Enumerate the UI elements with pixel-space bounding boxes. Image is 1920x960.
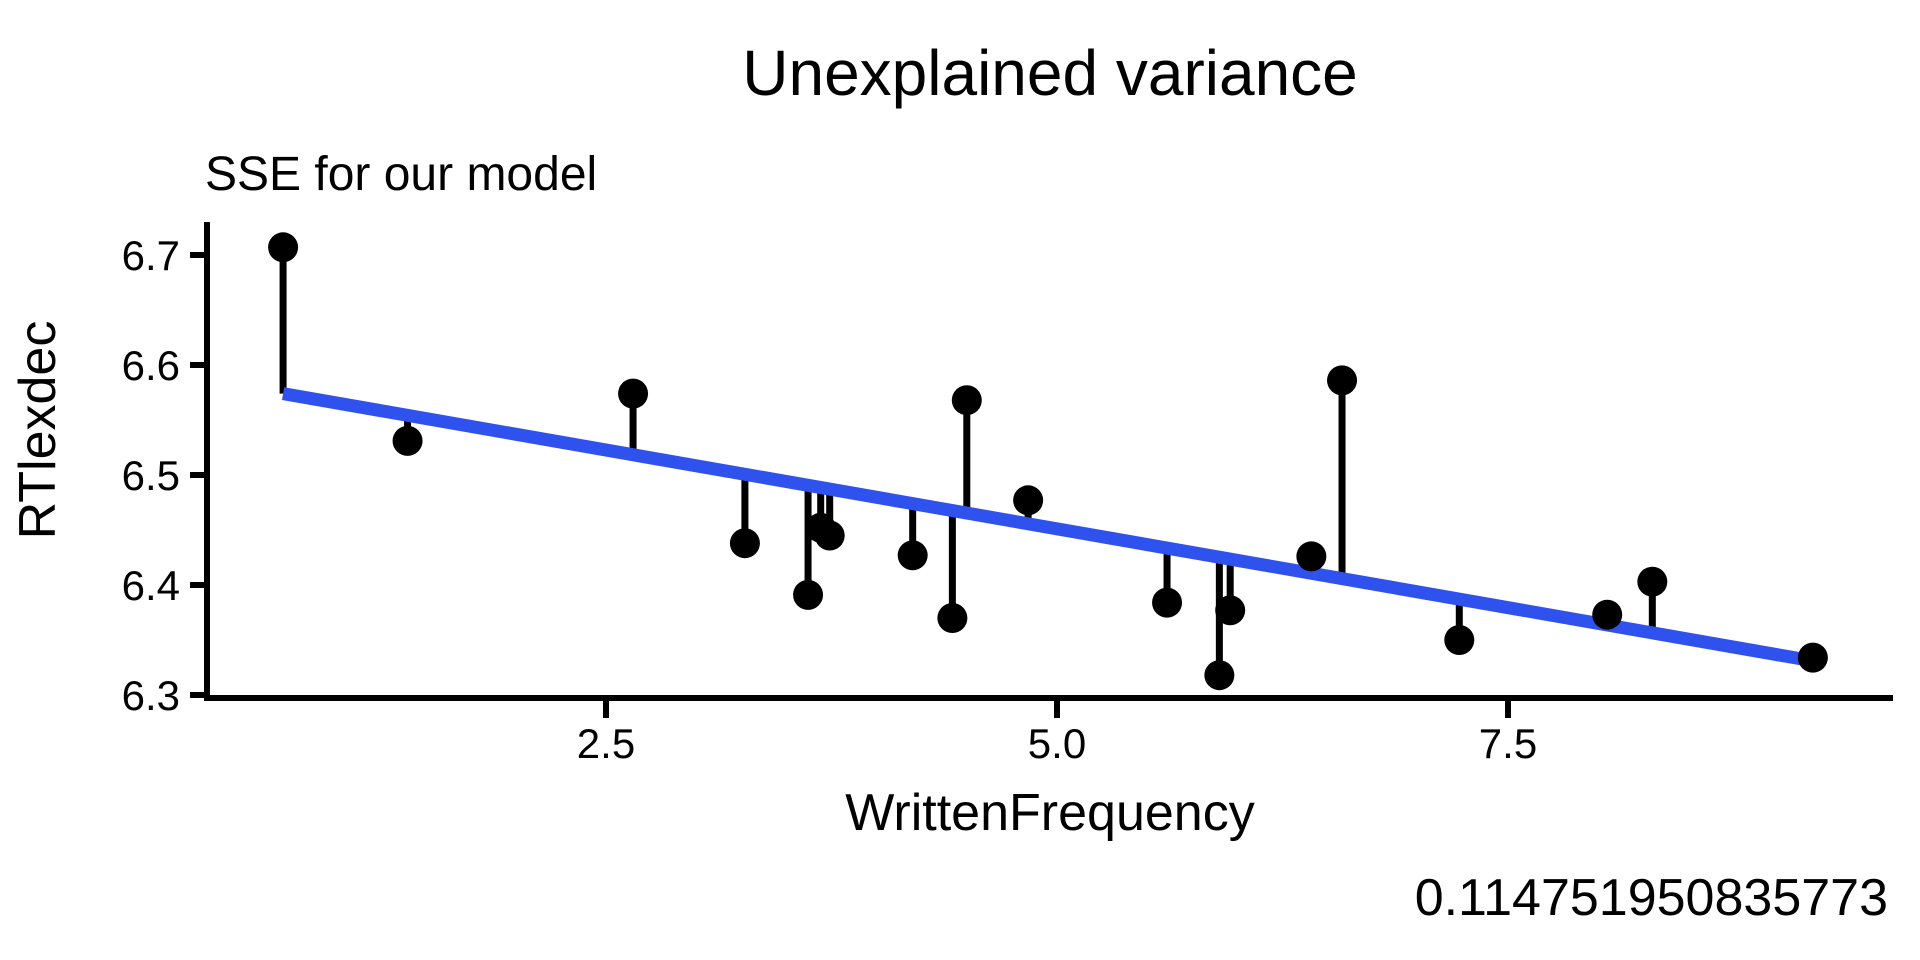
data-point: [1152, 587, 1183, 618]
x-axis-label: WrittenFrequency: [845, 784, 1254, 842]
x-tick-label: 2.5: [577, 720, 635, 767]
data-point: [897, 540, 928, 571]
data-point: [1797, 642, 1828, 673]
plot-title: Unexplained variance: [742, 37, 1358, 109]
data-point: [1327, 365, 1358, 396]
regression-line: [281, 387, 1814, 668]
data-point: [729, 528, 760, 559]
x-tick-label: 7.5: [1479, 720, 1537, 767]
data-point: [814, 520, 845, 551]
data-point: [951, 385, 982, 416]
data-point: [1592, 599, 1623, 630]
y-tick-label: 6.7: [122, 232, 180, 279]
tick-marks-layer: [190, 252, 1511, 718]
sse-caption: 0.114751950835773: [1415, 869, 1888, 927]
data-point: [1013, 485, 1044, 516]
data-point: [937, 603, 968, 633]
residual-lines-layer: [279, 247, 1817, 676]
regression-line-layer: [281, 387, 1814, 668]
tick-labels-layer: 6.3 6.4 6.5 6.6 6.7 2.5 5.0 7.5: [122, 232, 1538, 767]
data-point: [618, 378, 649, 409]
data-points-layer: [268, 232, 1828, 691]
data-point: [793, 579, 824, 610]
axes-layer: [204, 222, 1893, 701]
y-tick-label: 6.5: [122, 452, 180, 499]
y-tick-label: 6.6: [122, 342, 180, 389]
data-point: [392, 425, 423, 456]
data-point: [1444, 625, 1475, 655]
data-point: [268, 232, 299, 263]
y-axis-label: RTlexdec: [9, 321, 67, 540]
x-tick-label: 5.0: [1028, 720, 1086, 767]
data-point: [1215, 595, 1246, 626]
y-tick-label: 6.3: [122, 672, 180, 719]
data-point: [1296, 541, 1327, 572]
y-tick-label: 6.4: [122, 562, 180, 609]
data-point: [1637, 566, 1668, 597]
plot-subtitle: SSE for our model: [205, 148, 597, 201]
data-point: [1204, 660, 1235, 691]
